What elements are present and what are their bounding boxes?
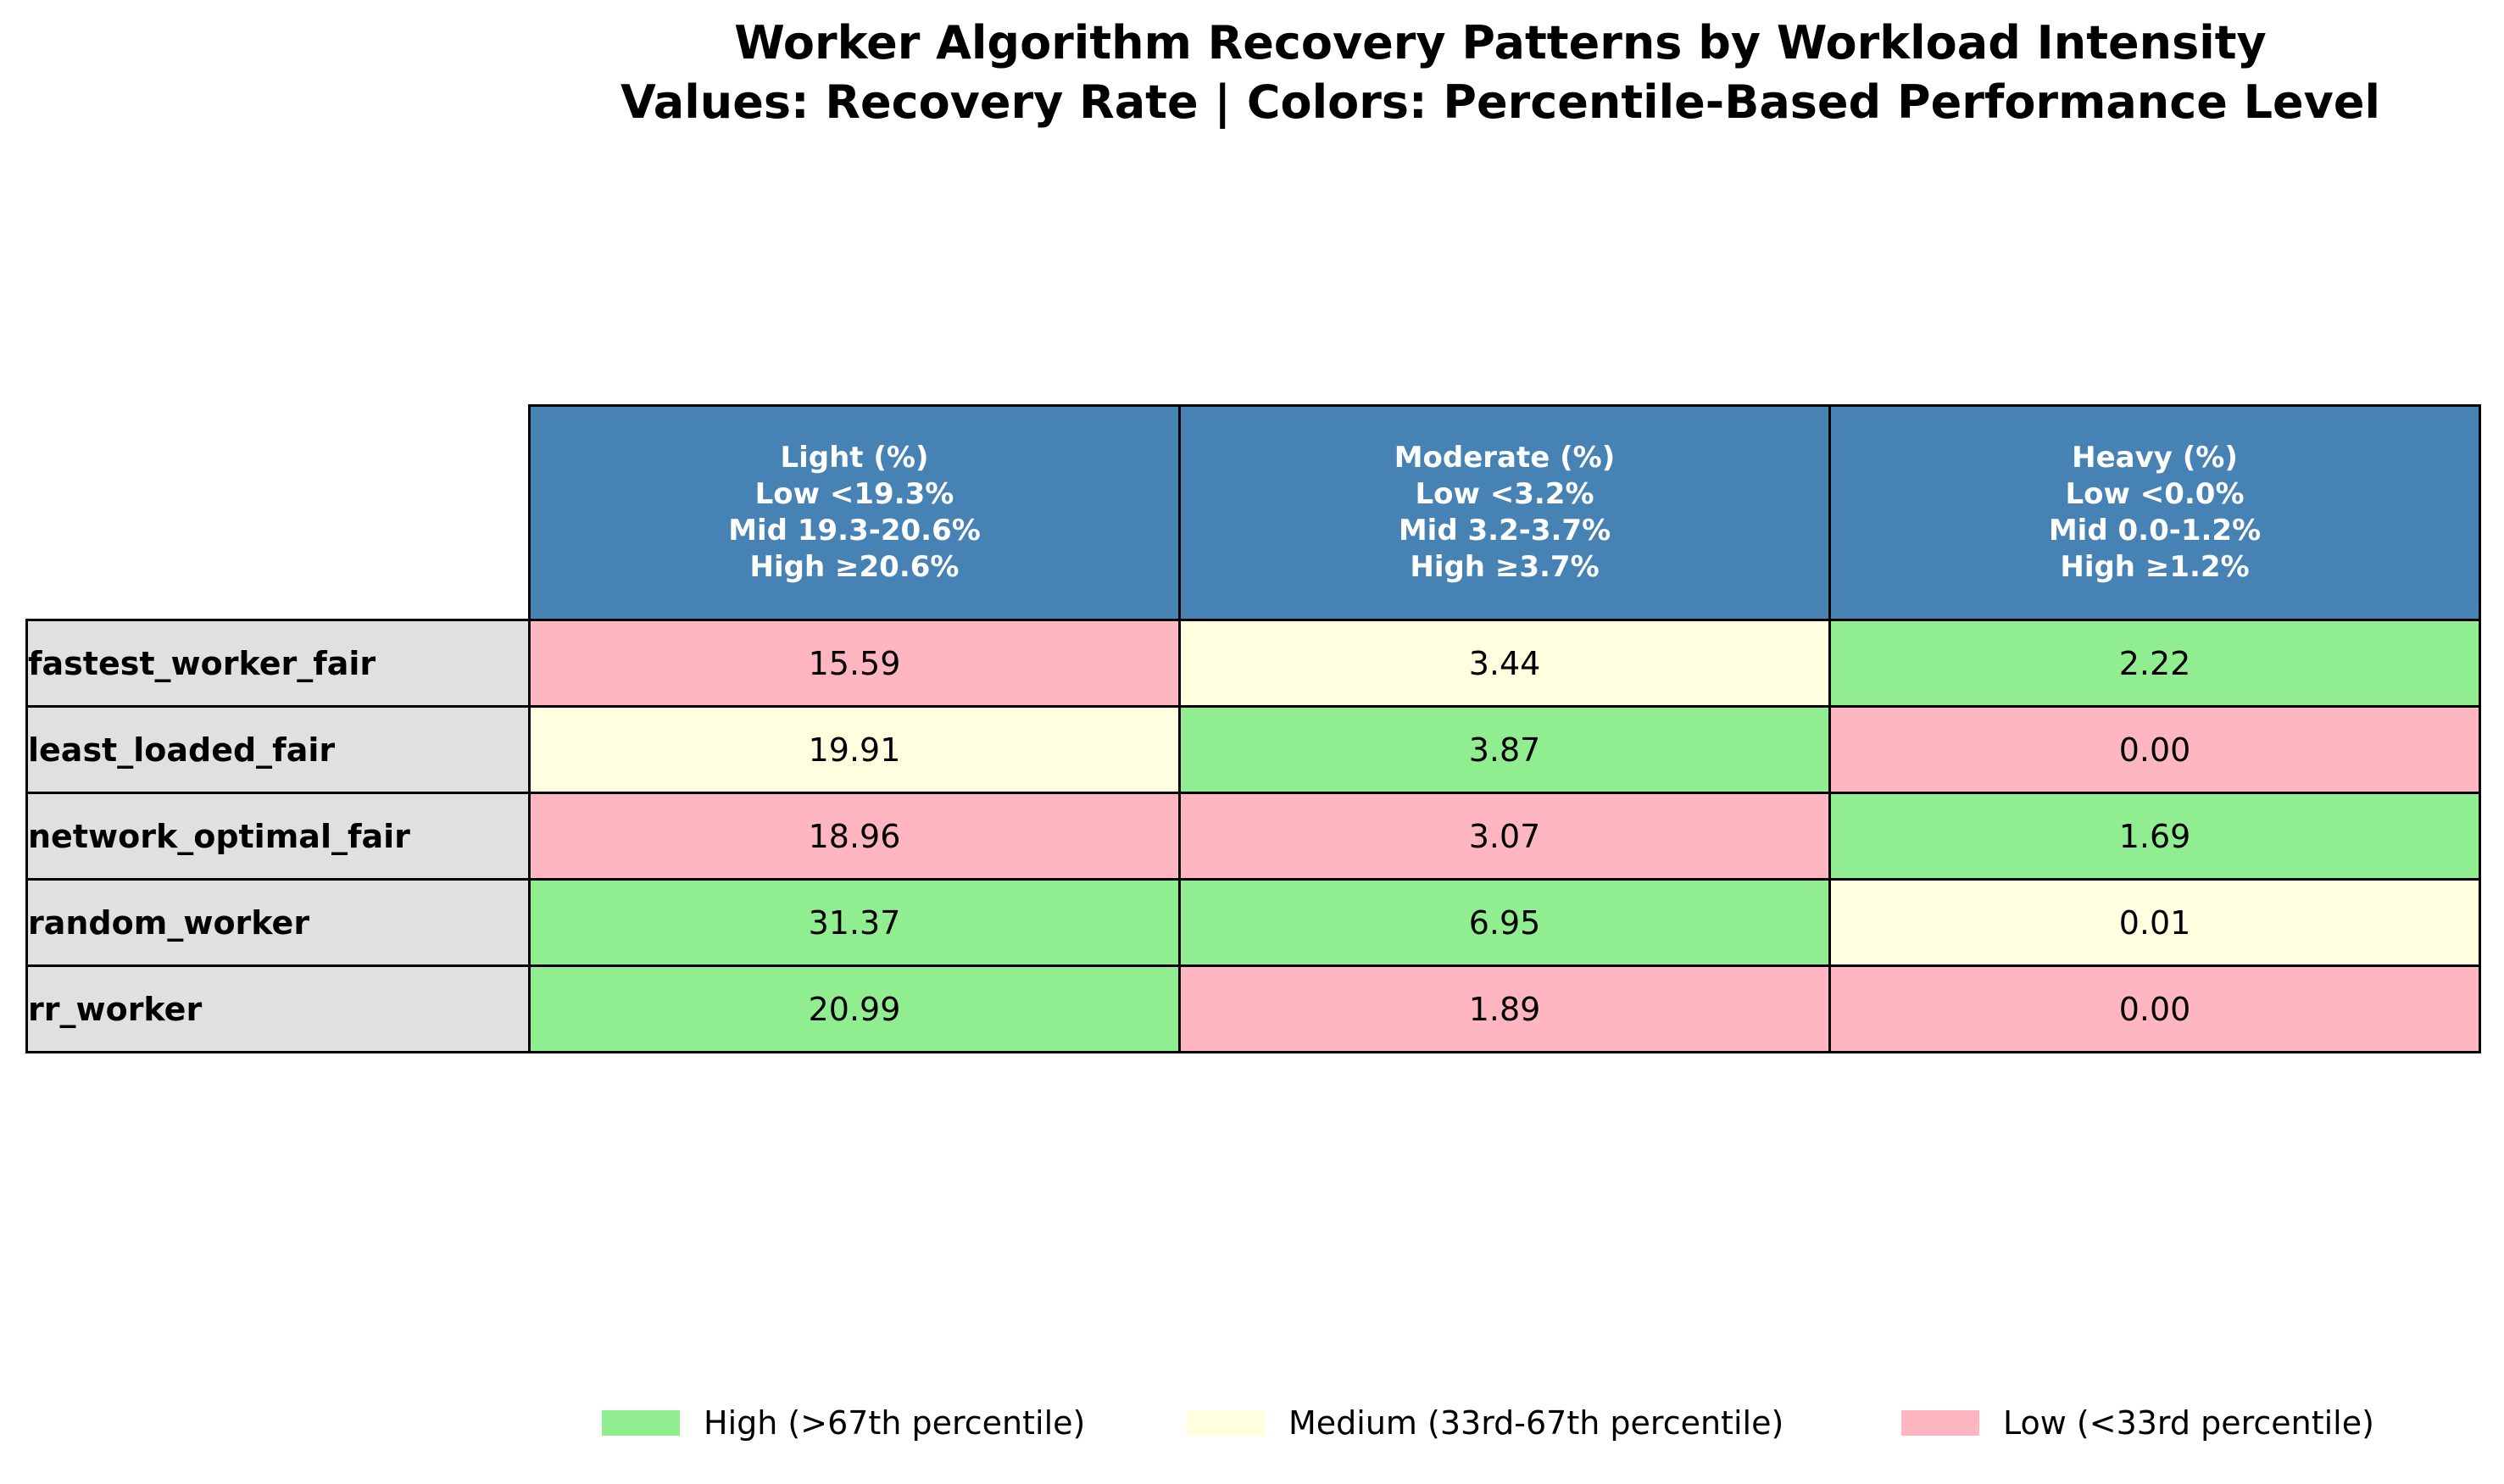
chart-subtitle: Values: Recovery Rate | Colors: Percenti… bbox=[620, 75, 2381, 129]
column-name: Light (%) bbox=[780, 440, 929, 475]
legend-item-low: Low (<33rd percentile) bbox=[1901, 1402, 2374, 1444]
column-header-moderate: Moderate (%) Low <3.2% Mid 3.2-3.7% High… bbox=[1178, 404, 1831, 621]
column-header-light: Light (%) Low <19.3% Mid 19.3-20.6% High… bbox=[528, 404, 1181, 621]
legend-swatch bbox=[1901, 1410, 1979, 1436]
value-cell: 0.00 bbox=[1828, 705, 2481, 794]
column-name: Heavy (%) bbox=[2072, 440, 2238, 475]
row-header: least_loaded_fair bbox=[25, 705, 531, 794]
value-cell: 3.07 bbox=[1178, 792, 1831, 881]
legend-item-medium: Medium (33rd-67th percentile) bbox=[1187, 1402, 1783, 1444]
value-cell: 31.37 bbox=[528, 878, 1181, 967]
legend-swatch bbox=[1187, 1410, 1265, 1436]
row-header: network_optimal_fair bbox=[25, 792, 531, 881]
table-row: network_optimal_fair 18.96 3.07 1.69 bbox=[25, 792, 2481, 881]
legend: High (>67th percentile) Medium (33rd-67t… bbox=[0, 1402, 2504, 1444]
value-cell: 3.44 bbox=[1178, 619, 1831, 708]
column-low-threshold: Low <3.2% bbox=[1415, 476, 1594, 511]
column-high-threshold: High ≥3.7% bbox=[1410, 550, 1600, 585]
column-low-threshold: Low <0.0% bbox=[2065, 476, 2245, 511]
value-cell: 20.99 bbox=[528, 964, 1181, 1053]
column-mid-threshold: Mid 19.3-20.6% bbox=[728, 514, 981, 547]
column-header-heavy: Heavy (%) Low <0.0% Mid 0.0-1.2% High ≥1… bbox=[1828, 404, 2481, 621]
value-cell: 0.00 bbox=[1828, 964, 2481, 1053]
corner-cell bbox=[27, 406, 530, 620]
column-mid-threshold: Mid 3.2-3.7% bbox=[1398, 514, 1611, 547]
value-cell: 1.89 bbox=[1178, 964, 1831, 1053]
row-header: rr_worker bbox=[25, 964, 531, 1053]
row-header: random_worker bbox=[25, 878, 531, 967]
legend-label: Low (<33rd percentile) bbox=[2003, 1404, 2374, 1442]
table-row: random_worker 31.37 6.95 0.01 bbox=[25, 878, 2481, 967]
value-cell: 1.69 bbox=[1828, 792, 2481, 881]
table-row: rr_worker 20.99 1.89 0.00 bbox=[25, 964, 2481, 1053]
recovery-table: Light (%) Low <19.3% Mid 19.3-20.6% High… bbox=[25, 404, 2481, 1053]
column-mid-threshold: Mid 0.0-1.2% bbox=[2048, 514, 2262, 547]
value-cell: 19.91 bbox=[528, 705, 1181, 794]
value-cell: 6.95 bbox=[1178, 878, 1831, 967]
legend-label: High (>67th percentile) bbox=[704, 1404, 1086, 1442]
table-row: least_loaded_fair 19.91 3.87 0.00 bbox=[25, 705, 2481, 794]
legend-item-high: High (>67th percentile) bbox=[602, 1402, 1085, 1444]
column-high-threshold: High ≥1.2% bbox=[2060, 550, 2250, 585]
value-cell: 18.96 bbox=[528, 792, 1181, 881]
legend-label: Medium (33rd-67th percentile) bbox=[1288, 1404, 1784, 1442]
legend-swatch bbox=[602, 1410, 680, 1436]
value-cell: 15.59 bbox=[528, 619, 1181, 708]
table-row: fastest_worker_fair 15.59 3.44 2.22 bbox=[25, 619, 2481, 708]
value-cell: 3.87 bbox=[1178, 705, 1831, 794]
column-name: Moderate (%) bbox=[1394, 440, 1616, 475]
value-cell: 2.22 bbox=[1828, 619, 2481, 708]
value-cell: 0.01 bbox=[1828, 878, 2481, 967]
header-row: Light (%) Low <19.3% Mid 19.3-20.6% High… bbox=[27, 404, 2481, 621]
column-low-threshold: Low <19.3% bbox=[754, 476, 954, 511]
chart-title: Worker Algorithm Recovery Patterns by Wo… bbox=[734, 16, 2267, 69]
column-high-threshold: High ≥20.6% bbox=[749, 550, 960, 585]
row-header: fastest_worker_fair bbox=[25, 619, 531, 708]
